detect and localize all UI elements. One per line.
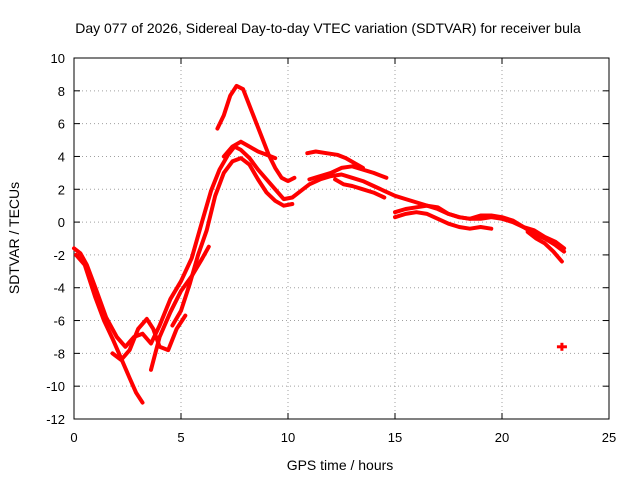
y-tick-label: 0	[58, 215, 65, 230]
x-tick-label: 5	[177, 430, 184, 445]
series-track-5	[170, 156, 295, 328]
axis-ticks: 0 5 10 15 20 25 -12 -10 -8 -6 -4 -2 0 2 4 6 8 10	[46, 51, 616, 445]
series-track-6	[215, 83, 297, 184]
y-tick-label: -4	[53, 281, 65, 296]
series-track-11	[393, 203, 567, 251]
series-track-13	[525, 229, 564, 264]
plot-frame	[73, 57, 610, 420]
series-track-9	[307, 164, 389, 182]
x-tick-label: 20	[495, 430, 509, 445]
y-tick-label: -12	[46, 412, 65, 427]
series-track-12	[393, 210, 494, 231]
series-group	[72, 83, 567, 405]
isolated-point	[556, 342, 567, 351]
y-tick-label: -10	[46, 379, 65, 394]
series-track-8	[305, 149, 365, 170]
x-tick-label: 0	[70, 430, 77, 445]
y-tick-label: 10	[51, 51, 65, 66]
series-track-7	[221, 139, 278, 161]
x-tick-label: 15	[388, 430, 402, 445]
series-track-2	[74, 252, 145, 405]
series-track-10	[333, 177, 387, 200]
y-tick-label: -8	[53, 346, 65, 361]
x-tick-label: 25	[602, 430, 616, 445]
y-tick-label: 8	[58, 84, 65, 99]
x-tick-label: 10	[281, 430, 295, 445]
y-tick-label: 6	[58, 117, 65, 132]
y-axis-label: SDTVAR / TECUs	[6, 182, 22, 294]
grid	[74, 58, 609, 419]
y-tick-label: -2	[53, 248, 65, 263]
y-tick-label: 2	[58, 182, 65, 197]
y-tick-label: -6	[53, 314, 65, 329]
y-tick-label: 4	[58, 149, 65, 164]
chart-title: Day 077 of 2026, Sidereal Day-to-day VTE…	[75, 20, 581, 36]
x-axis-label: GPS time / hours	[287, 457, 394, 473]
series-track-4	[149, 244, 211, 372]
series-track-3	[110, 313, 188, 362]
